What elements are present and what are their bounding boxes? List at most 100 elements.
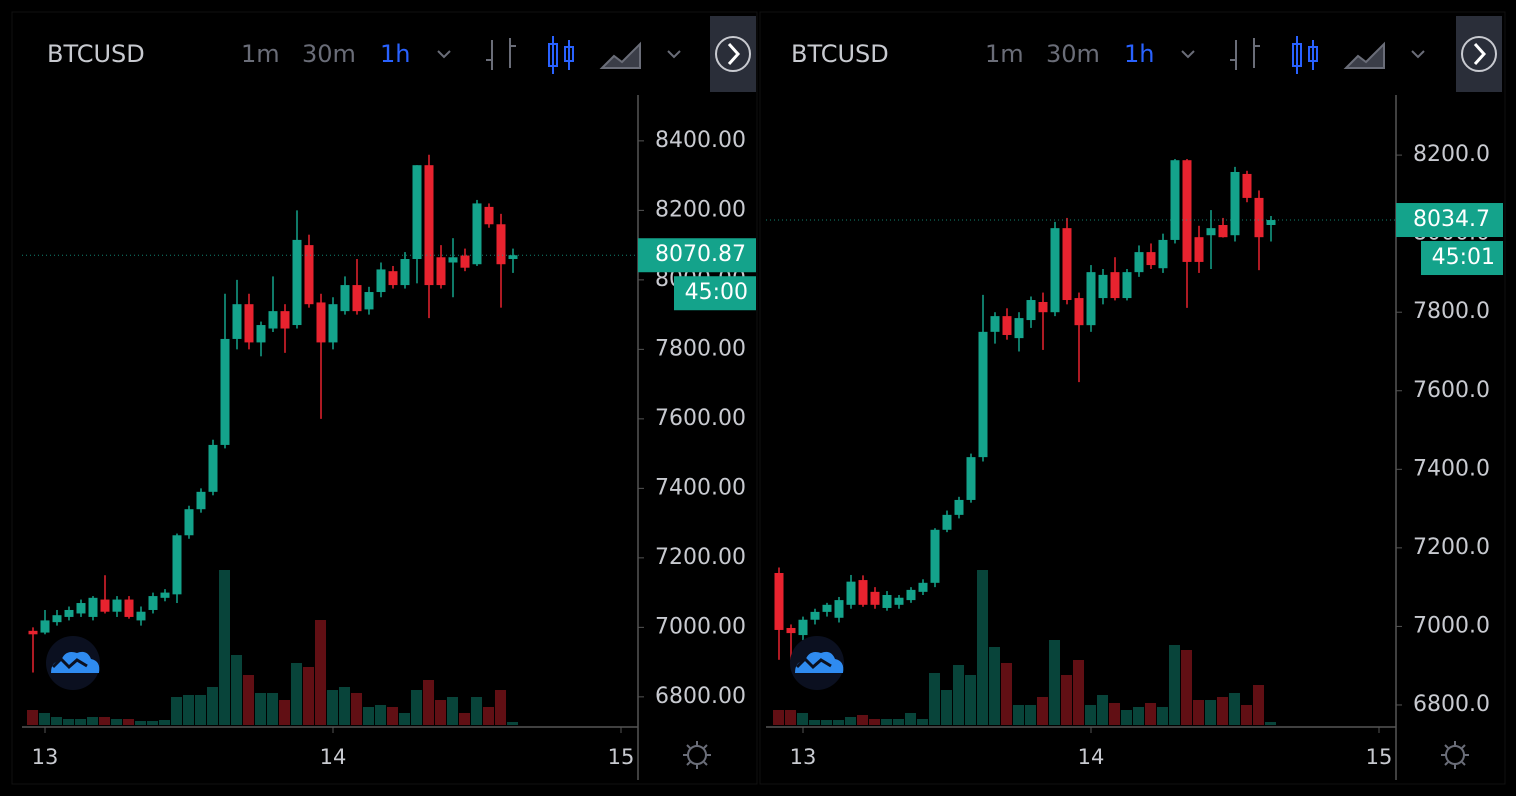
candle-body (208, 444, 218, 492)
candle-body (1002, 316, 1012, 335)
candle-body (328, 304, 338, 343)
volume-bar (507, 722, 518, 725)
dropdown-icon[interactable] (667, 50, 681, 59)
candle-body (340, 285, 350, 312)
volume-bar (1037, 697, 1048, 725)
y-tick-label: 6800.0 (1413, 692, 1490, 717)
volume-bar (977, 570, 988, 725)
volume-bar (965, 675, 976, 725)
area-style-icon[interactable] (1343, 41, 1385, 69)
candle-body (448, 257, 458, 263)
candle-body (1098, 274, 1108, 299)
volume-bar (255, 693, 266, 725)
candle-body (1206, 228, 1216, 236)
volume-bar (1229, 693, 1240, 725)
volume-bar (1133, 707, 1144, 725)
y-tick-label: 7600.0 (1413, 378, 1490, 403)
y-tick-label: 8400.00 (655, 128, 746, 153)
y-tick-label: 7800.0 (1413, 299, 1490, 324)
volume-bar (231, 655, 242, 725)
candle-body (774, 572, 784, 630)
candle-body (52, 615, 62, 623)
candle-body (172, 535, 182, 595)
candle-body (1242, 173, 1252, 198)
y-tick-label: 8200.0 (1413, 142, 1490, 167)
candle-style-icon (548, 43, 558, 67)
volume-bar (941, 690, 952, 725)
y-tick-label: 7000.0 (1413, 613, 1490, 638)
expand-button[interactable] (1456, 16, 1502, 92)
volume-bar (447, 697, 458, 725)
dropdown-icon[interactable] (1411, 50, 1425, 59)
bar-style-icon[interactable] (486, 38, 516, 70)
candle-body (64, 609, 74, 617)
volume-bar (1145, 703, 1156, 725)
volume-bar (387, 707, 398, 725)
interval-button[interactable]: 30m (302, 40, 356, 68)
volume-bar (905, 713, 916, 725)
candle-body (1218, 225, 1228, 238)
y-tick-label: 6800.00 (655, 684, 746, 709)
last-price-label: 8070.87 (655, 242, 746, 267)
volume-bar (953, 665, 964, 725)
candle-body (400, 259, 410, 286)
candle-body (124, 599, 134, 617)
candle-style-icon (1308, 46, 1318, 62)
volume-bar (1085, 705, 1096, 725)
interval-button[interactable]: 1h (380, 40, 410, 68)
x-tick-label: 13 (790, 745, 817, 769)
volume-bar (423, 680, 434, 725)
volume-bar (1049, 640, 1060, 725)
candle-body (388, 271, 398, 286)
volume-bar (785, 710, 796, 725)
volume-bar (857, 715, 868, 725)
volume-bar (123, 719, 134, 725)
volume-bar (1217, 697, 1228, 725)
candle-body (1050, 228, 1060, 313)
candle-body (316, 302, 326, 343)
candle-style-icon[interactable] (1296, 36, 1314, 74)
settings-icon-teeth (1441, 741, 1469, 769)
candle-style-icon[interactable] (552, 36, 570, 74)
y-tick-label: 7200.0 (1413, 535, 1490, 560)
countdown-label: 45:01 (1432, 245, 1495, 270)
volume-bar (833, 720, 844, 725)
volume-bar (87, 717, 98, 725)
bar-style-icon[interactable] (1230, 38, 1260, 70)
last-price-label: 8034.7 (1413, 207, 1490, 232)
candle-body (846, 581, 856, 605)
candle-body (1158, 239, 1168, 269)
volume-bar (1061, 675, 1072, 725)
volume-bar (1073, 660, 1084, 725)
volume-bar (267, 693, 278, 725)
candle-body (352, 285, 362, 312)
candle-body (304, 245, 314, 305)
candle-body (424, 165, 434, 286)
candle-body (918, 582, 928, 592)
area-style-icon[interactable] (599, 41, 641, 69)
candle-body (112, 599, 122, 612)
interval-button[interactable]: 30m (1046, 40, 1100, 68)
candle-body (858, 580, 868, 605)
interval-button[interactable]: 1m (241, 40, 280, 68)
candle-body (882, 594, 892, 608)
volume-bar (917, 719, 928, 725)
candle-body (244, 304, 254, 343)
candle-body (870, 591, 880, 605)
volume-bar (1241, 705, 1252, 725)
candle-body (798, 619, 808, 636)
y-tick-label: 7800.00 (655, 336, 746, 361)
x-tick-label: 13 (32, 745, 59, 769)
last-price-box (1396, 203, 1503, 238)
candle-body (1122, 272, 1132, 299)
candle-body (1014, 318, 1024, 339)
interval-button[interactable]: 1m (985, 40, 1024, 68)
dropdown-icon[interactable] (437, 50, 451, 59)
candle-body (990, 316, 1000, 332)
volume-bar (339, 687, 350, 725)
dropdown-icon[interactable] (1181, 50, 1195, 59)
interval-button[interactable]: 1h (1124, 40, 1154, 68)
volume-bar (327, 690, 338, 725)
expand-button[interactable] (710, 16, 756, 92)
candle-body (1254, 197, 1264, 238)
